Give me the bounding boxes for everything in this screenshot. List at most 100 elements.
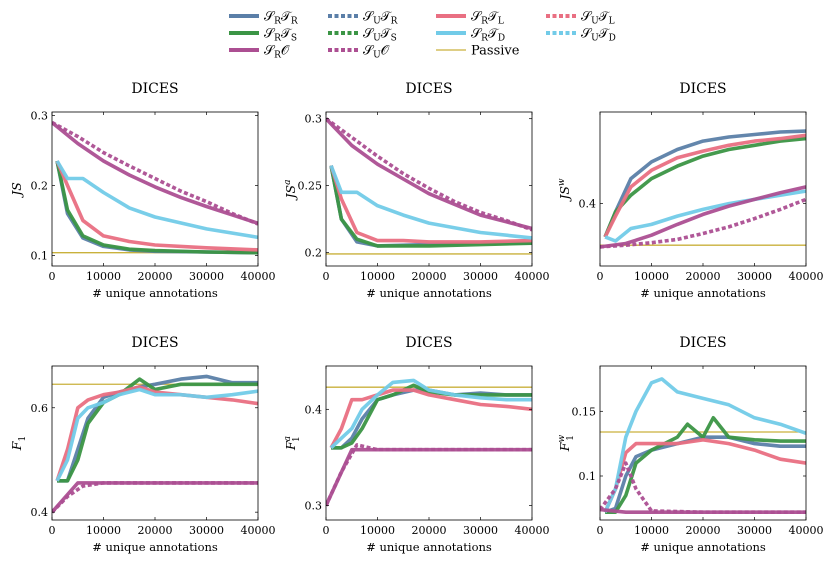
chart-title: DICES xyxy=(405,335,452,351)
plot-frame xyxy=(51,111,259,267)
series-line-srtl xyxy=(55,160,258,252)
x-axis-label: # unique annotations xyxy=(640,286,766,300)
y-axis-label: F1 xyxy=(9,436,28,451)
y-tick-label: 0.25 xyxy=(298,180,323,193)
series-line-sro xyxy=(326,117,532,231)
x-tick-label: 40000 xyxy=(789,270,824,283)
series-line-srts xyxy=(55,160,258,255)
x-tick-label: 20000 xyxy=(686,524,721,537)
series-line-sro xyxy=(326,447,532,507)
x-axis-label: # unique annotations xyxy=(92,540,218,554)
series-line-srtd xyxy=(603,377,806,513)
y-tick-label: 0.15 xyxy=(572,405,597,418)
x-tick-label: 0 xyxy=(323,524,330,537)
series-line-srtd xyxy=(329,378,532,450)
legend-label-srts: 𝒮R𝒯S xyxy=(264,27,297,44)
x-axis-label: # unique annotations xyxy=(366,286,492,300)
x-tick-label: 20000 xyxy=(138,270,173,283)
legend-label-sutd: 𝒮U𝒯D xyxy=(581,27,616,44)
y-tick-label: 0.4 xyxy=(579,198,597,211)
chart-title: DICES xyxy=(679,81,726,97)
chart-panel-4: DICES 0 10000 20000 30000 40000 0.3 0.4 # unique… xyxy=(283,335,550,554)
x-tick-label: 0 xyxy=(49,524,56,537)
chart-title: DICES xyxy=(131,81,178,97)
x-tick-label: 40000 xyxy=(515,270,550,283)
series-line-srtl xyxy=(329,388,532,449)
chart-panel-1: DICES 0 10000 20000 30000 40000 0.2 0.25 0.3 # un… xyxy=(283,81,550,300)
x-axis-label: # unique annotations xyxy=(92,286,218,300)
x-tick-label: 10000 xyxy=(634,524,669,537)
series-line-srtl xyxy=(603,437,806,513)
series-line-suo xyxy=(600,461,806,515)
series-line-suo xyxy=(600,197,806,249)
y-tick-label: 0.3 xyxy=(31,110,49,123)
x-tick-label: 10000 xyxy=(360,270,395,283)
x-tick-label: 20000 xyxy=(686,270,721,283)
y-tick-label: 0.4 xyxy=(305,403,323,416)
series-line-srts xyxy=(329,165,532,248)
chart-panel-5: DICES 0 10000 20000 30000 40000 0.1 0.15 # uniqu… xyxy=(557,335,824,554)
series-line-srtr xyxy=(604,435,806,514)
series-line-suo xyxy=(52,481,258,514)
chart-panel-3: DICES 0 10000 20000 30000 40000 0.4 0.6 # unique… xyxy=(9,335,276,554)
series-line-srtr xyxy=(603,129,806,238)
x-tick-label: 40000 xyxy=(515,524,550,537)
x-tick-label: 10000 xyxy=(86,270,121,283)
x-tick-label: 0 xyxy=(49,270,56,283)
legend-label-suts: 𝒮U𝒯S xyxy=(363,27,397,44)
series-line-srtd xyxy=(55,387,258,482)
y-axis-label: JSa xyxy=(283,180,298,202)
y-tick-label: 0.3 xyxy=(305,113,323,126)
y-axis-label: Fa1 xyxy=(283,436,302,451)
y-tick-label: 0.2 xyxy=(31,180,49,193)
series-line-sro xyxy=(600,507,806,515)
y-tick-label: 0.3 xyxy=(305,500,323,513)
chart-title: DICES xyxy=(131,335,178,351)
x-tick-label: 40000 xyxy=(241,270,276,283)
legend: 𝒮R𝒯R 𝒮U𝒯R 𝒮R𝒯L 𝒮U𝒯L 𝒮R𝒯S 𝒮U𝒯S 𝒮R𝒯D 𝒮U𝒯D 𝒮R𝒪 𝒮U𝒪 Pa… xyxy=(229,10,616,61)
x-axis-label: # unique annotations xyxy=(640,540,766,554)
x-tick-label: 10000 xyxy=(86,524,121,537)
x-tick-label: 10000 xyxy=(360,524,395,537)
chart-title: DICES xyxy=(405,81,452,97)
series-line-srtl xyxy=(603,133,806,238)
x-tick-label: 0 xyxy=(597,524,604,537)
y-tick-label: 0.2 xyxy=(305,247,323,260)
y-tick-label: 0.6 xyxy=(31,402,49,415)
series-line-srtl xyxy=(55,385,258,482)
legend-label-srtd: 𝒮R𝒯D xyxy=(471,27,505,44)
y-axis-label: JSw xyxy=(557,178,572,203)
legend-label-srtr: 𝒮R𝒯R xyxy=(264,10,298,27)
x-tick-label: 20000 xyxy=(412,524,447,537)
x-tick-label: 30000 xyxy=(737,524,772,537)
x-tick-label: 20000 xyxy=(412,270,447,283)
x-tick-label: 30000 xyxy=(463,270,498,283)
chart-panels: DICES 0 10000 20000 30000 40000 0.1 0.2 0.3 # uni… xyxy=(9,81,824,554)
x-tick-label: 30000 xyxy=(737,270,772,283)
x-axis-label: # unique annotations xyxy=(366,540,492,554)
y-axis-label: JS xyxy=(9,182,24,199)
x-tick-label: 30000 xyxy=(189,524,224,537)
chart-panel-2: DICES 0 10000 20000 30000 40000 0.4 # unique an… xyxy=(557,81,824,300)
x-tick-label: 40000 xyxy=(789,524,824,537)
series-line-sro xyxy=(600,185,806,249)
x-tick-label: 10000 xyxy=(634,270,669,283)
y-tick-label: 0.1 xyxy=(31,250,49,263)
legend-label-sro: 𝒮R𝒪 xyxy=(264,44,290,61)
legend-label-srtl: 𝒮R𝒯L xyxy=(471,10,504,27)
series-line-suo xyxy=(326,117,532,232)
x-tick-label: 20000 xyxy=(138,524,173,537)
y-tick-label: 0.4 xyxy=(31,506,49,519)
legend-label-sutl: 𝒮U𝒯L xyxy=(581,10,615,27)
chart-title: DICES xyxy=(679,335,726,351)
x-tick-label: 30000 xyxy=(463,524,498,537)
legend-label-passive: Passive xyxy=(471,44,520,59)
x-tick-label: 0 xyxy=(597,270,604,283)
series-line-srtd xyxy=(55,160,258,240)
legend-label-suo: 𝒮U𝒪 xyxy=(363,44,390,61)
series-line-srts xyxy=(603,136,806,238)
legend-label-sutr: 𝒮U𝒯R xyxy=(363,10,398,27)
series-line-srtd xyxy=(329,164,532,240)
series-line-srtl xyxy=(329,165,532,244)
x-tick-label: 0 xyxy=(323,270,330,283)
